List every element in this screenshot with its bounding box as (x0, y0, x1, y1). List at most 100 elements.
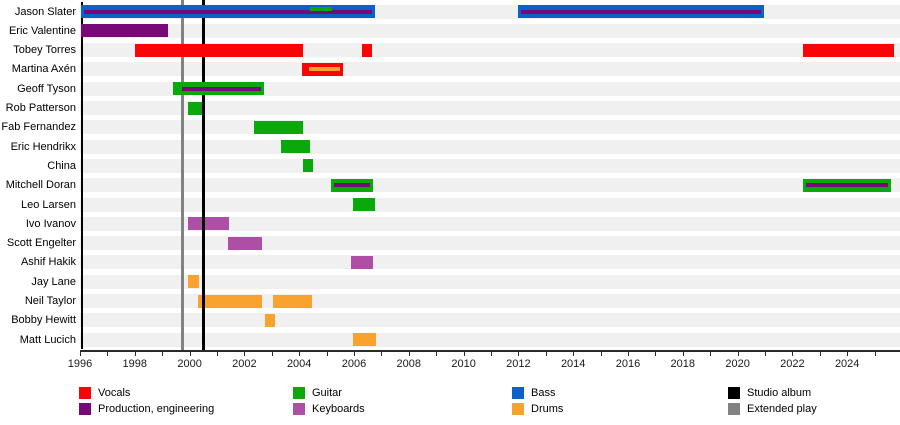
member-label: Neil Taylor (24, 295, 76, 307)
member-label: Ashif Hakik (20, 256, 76, 269)
axis-tick-label: 2014 (560, 358, 586, 370)
axis-tick (573, 352, 575, 356)
row-band (80, 197, 900, 212)
member-label: Leo Larsen (20, 198, 76, 211)
member-label: Jay Lane (31, 275, 76, 288)
axis-tick-label: 2020 (725, 358, 750, 370)
legend-label-production: Production, engineering (98, 403, 215, 415)
y-axis-line (81, 2, 83, 350)
axis-tick (710, 352, 712, 356)
event-line-extended-play (180, 0, 184, 350)
timeline-bar (303, 159, 313, 173)
legend-swatch-bass (512, 387, 524, 399)
member-label: Bobby Hewitt (11, 314, 76, 327)
timeline-bar (301, 62, 344, 76)
timeline-bar (281, 140, 311, 154)
member-label: Matt Lucich (19, 333, 76, 346)
timeline-bar (273, 294, 312, 308)
member-label: Tobey Torres (13, 44, 76, 57)
role-stripe-guitar (310, 7, 333, 11)
timeline-bar (227, 236, 263, 250)
legend-label-extended_play: Extended play (747, 403, 817, 415)
timeline-bar (352, 198, 375, 211)
member-label: Rob Patterson (5, 102, 76, 114)
axis-tick (162, 352, 164, 356)
axis-tick (600, 352, 602, 356)
axis-tick-label: 2018 (670, 358, 696, 370)
axis-tick (874, 352, 876, 356)
member-label: Eric Valentine (8, 24, 76, 37)
axis-tick-label: 2010 (451, 358, 476, 370)
member-label: Scott Engelter (6, 237, 76, 250)
member-label: Mitchell Doran (5, 179, 76, 192)
timeline-bar (188, 217, 230, 231)
axis-tick (326, 352, 328, 356)
row-band (80, 255, 900, 270)
timeline-bar (173, 82, 264, 96)
timeline-bar (80, 5, 375, 18)
axis-tick (682, 352, 684, 356)
axis-tick (792, 352, 794, 356)
row-band (80, 236, 900, 251)
role-stripe-production (83, 9, 372, 14)
legend-swatch-production (79, 403, 91, 415)
axis-tick (244, 352, 246, 356)
row-band (80, 101, 900, 115)
row-band (80, 332, 900, 347)
axis-tick (518, 352, 520, 356)
axis-tick-label: 2008 (396, 358, 422, 370)
axis-tick (107, 352, 109, 356)
legend-label-keyboards: Keyboards (312, 403, 365, 415)
row-band (80, 274, 900, 289)
legend-label-guitar: Guitar (312, 387, 342, 399)
legend-label-bass: Bass (531, 387, 556, 399)
timeline-bar (518, 5, 764, 18)
axis-tick (134, 352, 136, 356)
member-label: Fab Fernandez (1, 121, 76, 134)
legend-swatch-vocals (79, 387, 91, 399)
legend-swatch-guitar (293, 387, 305, 399)
row-band (80, 62, 900, 77)
axis-tick-label: 2024 (834, 358, 860, 370)
axis-tick (491, 352, 492, 356)
role-stripe-production (521, 9, 761, 14)
axis-tick-label: 2004 (286, 358, 312, 370)
role-stripe-production (806, 183, 889, 188)
legend-label-drums: Drums (531, 403, 564, 415)
axis-tick (765, 352, 766, 356)
member-label: China (47, 159, 76, 172)
timeline-bar (330, 178, 374, 192)
axis-tick (217, 352, 218, 356)
axis-tick-label: 1998 (122, 358, 148, 370)
axis-tick (408, 352, 410, 356)
member-label: Eric Hendrikx (10, 140, 76, 153)
axis-tick (381, 352, 383, 356)
legend-swatch-drums (512, 403, 524, 415)
timeline-bar (134, 43, 304, 57)
row-band (80, 178, 900, 193)
axis-tick (436, 352, 438, 356)
row-band (80, 23, 900, 38)
timeline-bar (197, 294, 263, 308)
axis-tick-label: 2022 (780, 358, 805, 370)
axis-tick-label: 2006 (341, 358, 367, 370)
legend-label-studio_album: Studio album (747, 387, 812, 399)
axis-tick (847, 352, 849, 356)
member-label: Geoff Tyson (17, 82, 76, 95)
role-stripe-production (181, 86, 262, 91)
timeline-bar (80, 24, 168, 38)
axis-tick (628, 352, 629, 356)
axis-tick (80, 352, 81, 356)
timeline-bar (351, 255, 374, 269)
axis-tick-label: 2012 (506, 358, 531, 370)
row-band (80, 81, 900, 96)
role-stripe-drums (308, 67, 341, 72)
role-stripe-production (333, 183, 371, 188)
x-axis-line (80, 350, 900, 352)
timeline-bar (352, 333, 376, 347)
axis-tick (737, 352, 739, 356)
axis-tick (463, 352, 465, 356)
member-label: Martina Axén (11, 63, 76, 76)
row-band (80, 313, 900, 328)
